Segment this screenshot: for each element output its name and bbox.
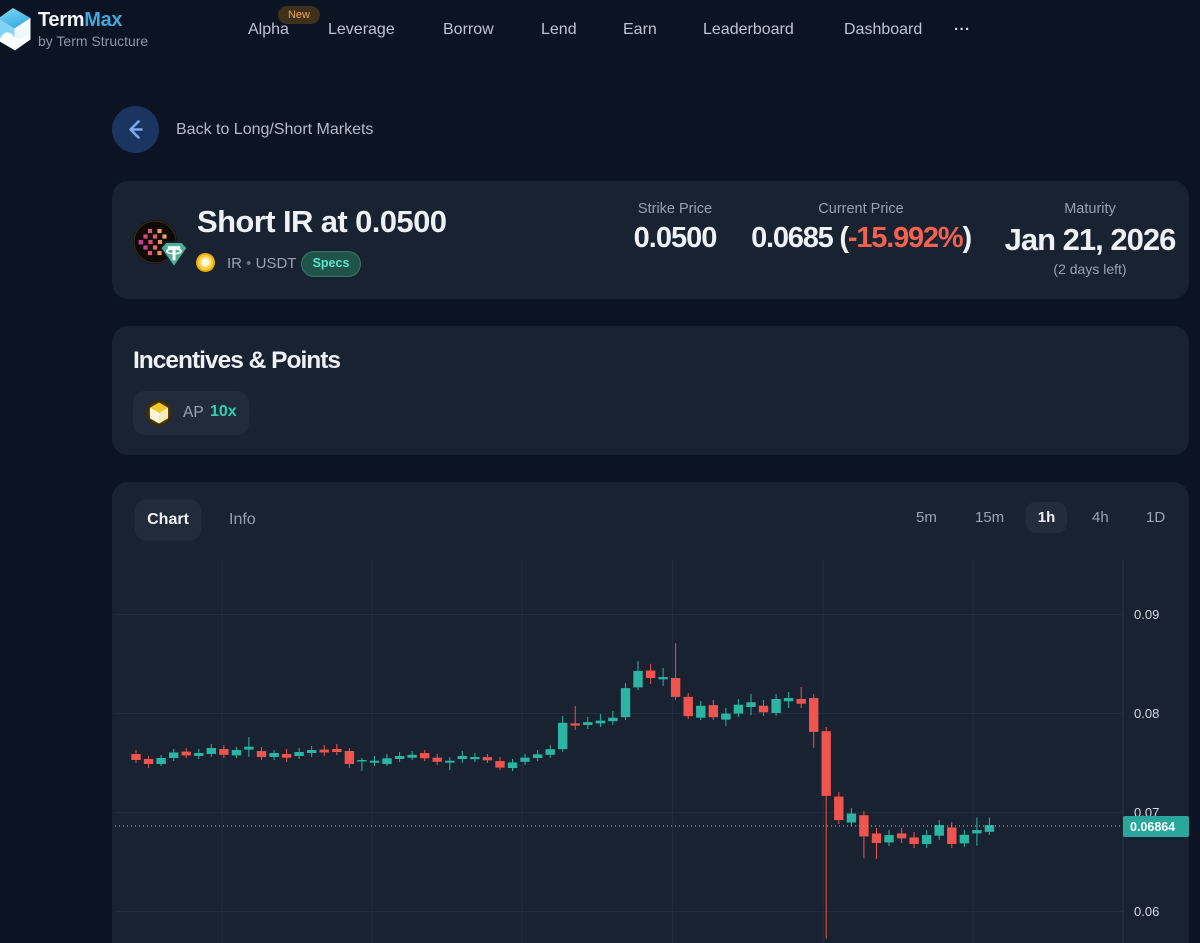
svg-text:0.06: 0.06	[1134, 904, 1159, 919]
svg-text:0.09: 0.09	[1134, 607, 1159, 622]
svg-text:0.06864: 0.06864	[1130, 820, 1175, 834]
svg-text:0.08: 0.08	[1134, 706, 1159, 721]
